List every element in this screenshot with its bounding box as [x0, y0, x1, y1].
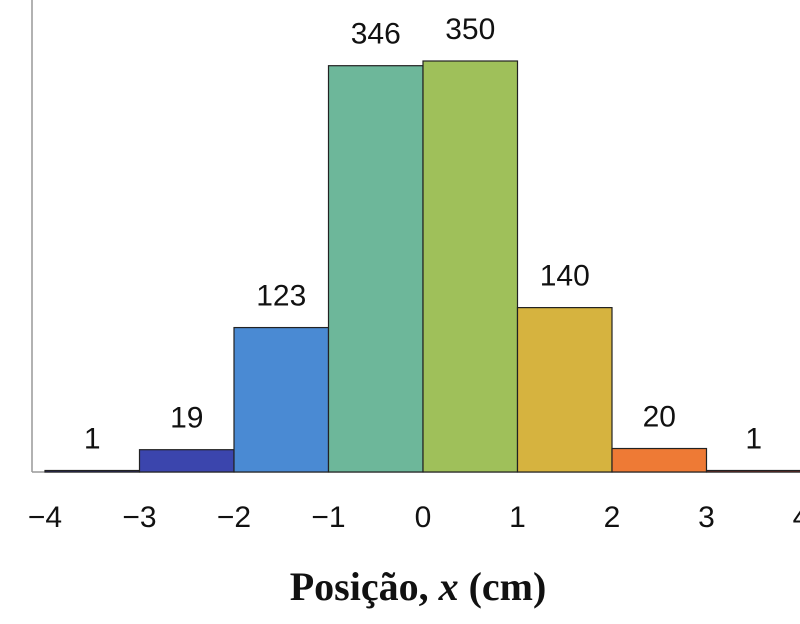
- histogram-bar: [516, 307, 613, 473]
- x-ticks-group: −4 −3 −2 −1 0 1 2 3 4: [28, 501, 800, 534]
- bar-value-label: 350: [445, 13, 495, 46]
- bar-value-label: 19: [170, 402, 203, 435]
- bar-value-label: 1: [745, 423, 762, 456]
- histogram-bar: [44, 469, 141, 473]
- x-tick-label: −4: [28, 501, 62, 534]
- x-axis-title-unit: (cm): [459, 564, 547, 609]
- x-tick-label: −1: [311, 501, 345, 534]
- x-tick-label: −3: [122, 501, 156, 534]
- bars-group: [44, 60, 800, 473]
- histogram-bar: [422, 60, 519, 473]
- x-tick-label: 4: [793, 501, 800, 534]
- bar-value-label: 1: [84, 423, 101, 456]
- x-axis-title-main: Posição,: [290, 564, 439, 609]
- bar-value-label: 140: [540, 260, 590, 293]
- x-tick-label: 1: [509, 501, 526, 534]
- x-tick-label: −2: [217, 501, 251, 534]
- x-tick-label: 0: [415, 501, 432, 534]
- histogram-bar: [705, 469, 800, 473]
- x-tick-label: 3: [698, 501, 715, 534]
- histogram-bar: [138, 449, 235, 473]
- bar-value-label: 123: [256, 280, 306, 313]
- histogram-bar: [233, 326, 330, 473]
- x-axis-title-variable: x: [438, 564, 459, 609]
- data-labels-group: 1 19 123 346 350 140 20 1: [84, 13, 762, 456]
- histogram-bar: [327, 65, 424, 473]
- x-axis-title: Posição, x (cm): [290, 564, 547, 609]
- x-tick-label: 2: [604, 501, 621, 534]
- bar-value-label: 346: [351, 18, 401, 51]
- bar-value-label: 20: [643, 401, 676, 434]
- histogram-bar: [611, 447, 708, 473]
